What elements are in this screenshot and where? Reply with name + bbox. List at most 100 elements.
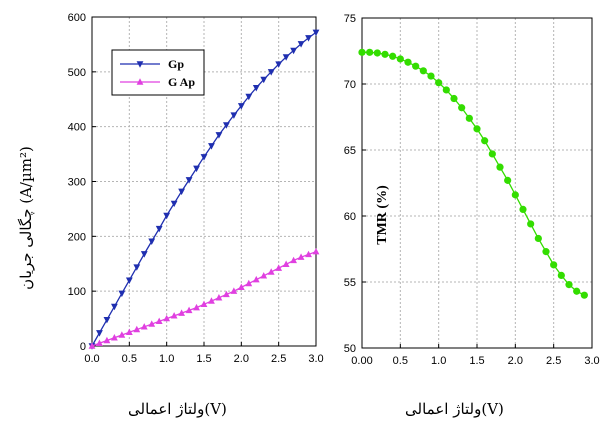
- y-tick-label: 50: [344, 343, 356, 355]
- x-tick-label: 1.5: [196, 353, 211, 365]
- data-point-gp: [185, 177, 193, 184]
- x-tick-label: 2.0: [234, 353, 249, 365]
- x-tick-label: 2.5: [271, 353, 286, 365]
- y-tick-label: 200: [68, 231, 86, 243]
- current-density-caption: ولتاژ اعمالی(V): [128, 400, 227, 418]
- data-point-gap: [148, 320, 156, 327]
- data-point-gap: [305, 250, 312, 258]
- data-point-gp: [208, 143, 215, 150]
- data-point-tmr: [396, 55, 404, 63]
- data-point-tmr: [404, 58, 412, 66]
- data-point-gp: [215, 132, 223, 139]
- data-point-gap: [260, 272, 268, 279]
- x-tick-label: 0.5: [393, 355, 408, 367]
- y-tick-label: 500: [68, 67, 86, 79]
- data-point-gp: [275, 61, 283, 68]
- data-point-gap: [178, 309, 185, 316]
- legend-box: [111, 49, 205, 96]
- data-point-tmr: [550, 261, 558, 269]
- legend-label-gap: G Ap: [168, 75, 195, 89]
- data-point-gp: [267, 69, 275, 76]
- x-tick-label: 0.5: [122, 353, 137, 365]
- data-point-gp: [305, 35, 312, 42]
- data-point-gap: [290, 256, 297, 264]
- data-point-gp: [103, 316, 111, 324]
- data-point-gp: [200, 154, 208, 161]
- data-point-gap: [267, 268, 275, 275]
- tmr-y-axis-label: TMR (%): [375, 185, 390, 245]
- data-point-gap: [200, 300, 208, 308]
- data-point-gap: [237, 283, 245, 291]
- y-tick-label: 600: [68, 12, 86, 24]
- current-density-chart: 0.0 0.5 1.0 1.5 2.0 2.5 3.0 0 100 200 300 400 500 600…: [68, 12, 324, 365]
- data-point-tmr: [557, 271, 565, 279]
- data-point-gp: [133, 264, 141, 271]
- data-point-gap: [230, 287, 238, 294]
- data-point-gap: [163, 314, 171, 322]
- data-point-tmr: [519, 205, 527, 213]
- x-tick-label: 3.0: [308, 353, 323, 365]
- data-point-gp: [178, 188, 185, 196]
- data-point-gap: [133, 325, 141, 333]
- y-tick-label: 60: [344, 211, 356, 223]
- data-point-gap: [252, 275, 260, 283]
- y-tick-label: 400: [68, 122, 86, 134]
- data-point-gp: [193, 165, 200, 173]
- legend-label-gp: Gp: [168, 57, 184, 71]
- x-tick-label: 2.0: [508, 355, 523, 367]
- data-point-gp: [230, 112, 238, 119]
- data-point-gap: [312, 247, 320, 255]
- x-tick-label: 0.0: [84, 353, 99, 365]
- current-density-y-axis-label: چگالی جریان (A/µm²): [17, 146, 35, 290]
- data-point-gp: [282, 54, 290, 61]
- data-point-gap: [140, 323, 148, 330]
- data-point-tmr: [473, 125, 481, 133]
- data-point-gp: [290, 47, 297, 55]
- y-tick-label: 55: [344, 277, 356, 289]
- data-point-gp: [163, 212, 171, 220]
- data-point-gp: [96, 330, 103, 337]
- data-point-gp: [118, 290, 126, 298]
- y-tick-label: 75: [344, 13, 356, 25]
- data-point-tmr: [373, 49, 381, 57]
- x-tick-label: 3.0: [584, 355, 599, 367]
- y-tick-label: 0: [80, 341, 86, 353]
- data-point-gap: [118, 331, 126, 338]
- data-point-gap: [282, 260, 290, 268]
- data-point-tmr: [427, 72, 435, 80]
- data-point-tmr: [496, 163, 504, 171]
- data-point-tmr: [389, 52, 397, 60]
- data-point-tmr: [504, 176, 512, 184]
- data-point-tmr: [511, 191, 519, 199]
- data-point-tmr: [534, 234, 542, 243]
- x-tick-label: 2.5: [546, 355, 561, 367]
- data-point-tmr: [488, 150, 496, 158]
- y-tick-label: 70: [344, 79, 356, 91]
- data-point-gap: [185, 306, 193, 314]
- data-point-tmr: [542, 248, 550, 256]
- data-point-gap: [208, 297, 215, 304]
- data-point-tmr: [580, 291, 588, 299]
- data-point-gp: [260, 76, 268, 84]
- data-point-tmr: [481, 137, 489, 145]
- data-point-gap: [215, 294, 223, 301]
- x-tick-label: 1.0: [431, 355, 446, 367]
- data-point-gap: [96, 339, 103, 346]
- data-point-gp: [148, 238, 156, 246]
- tmr-chart: 0.00 0.5 1.0 1.5 2.0 2.5 3.0 50 55 60 65 70 75: [344, 13, 600, 367]
- data-point-tmr: [527, 220, 535, 228]
- x-tick-label: 1.5: [469, 355, 484, 367]
- data-point-gp: [237, 103, 245, 110]
- data-point-gp: [312, 29, 320, 37]
- x-tick-label: 1.0: [159, 353, 174, 365]
- data-point-tmr: [458, 104, 466, 112]
- data-point-gp: [223, 122, 230, 129]
- data-point-gap: [275, 264, 283, 271]
- data-point-gap: [111, 334, 118, 341]
- data-point-tmr: [412, 62, 420, 70]
- data-point-gp: [125, 277, 133, 284]
- legend-marker: [136, 78, 144, 85]
- data-point-tmr: [573, 287, 581, 295]
- data-point-gp: [245, 93, 253, 101]
